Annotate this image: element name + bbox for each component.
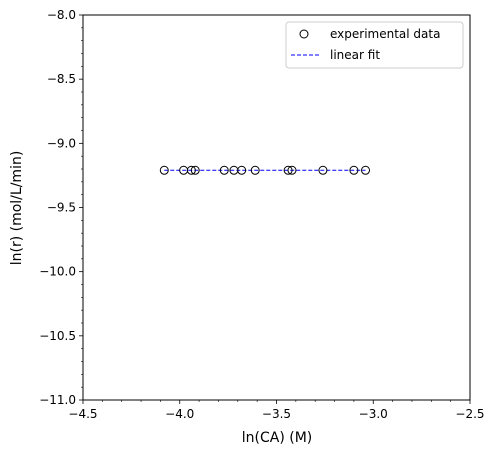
- data-point: [349, 165, 359, 175]
- y-tick-label: −8.5: [47, 72, 76, 86]
- legend: experimental data linear fit: [285, 21, 464, 69]
- y-tick-label: −10.0: [39, 265, 76, 279]
- y-axis: −11.0 −10.5 −10.0 −9.5 −9.0 −8.5 −8.0: [39, 8, 83, 407]
- y-tick-label: −10.5: [39, 329, 76, 343]
- x-tick-label: −3.5: [262, 407, 291, 421]
- data-point: [159, 165, 169, 175]
- data-point: [219, 165, 229, 175]
- x-tick-label: −4.0: [165, 407, 194, 421]
- x-tick-label: −3.0: [359, 407, 388, 421]
- y-axis-label: ln(r) (mol/L/min): [9, 151, 25, 266]
- data-point: [237, 165, 247, 175]
- x-tick-label: −2.5: [455, 407, 484, 421]
- legend-label: linear fit: [330, 48, 380, 62]
- y-tick-label: −8.0: [47, 8, 76, 22]
- legend-label: experimental data: [330, 27, 440, 41]
- data-point: [190, 165, 200, 175]
- data-point: [318, 165, 328, 175]
- x-axis-label: ln(CA) (M): [242, 430, 313, 446]
- data-point: [186, 165, 196, 175]
- y-tick-label: −11.0: [39, 393, 76, 407]
- data-point: [361, 165, 371, 175]
- x-tick-label: −4.5: [68, 407, 97, 421]
- data-point: [283, 165, 293, 175]
- y-tick-label: −9.5: [47, 201, 76, 215]
- legend-marker: [299, 29, 309, 39]
- data-point: [250, 165, 260, 175]
- data-point: [287, 165, 297, 175]
- x-axis: −4.5 −4.0 −3.5 −3.0 −2.5: [68, 400, 485, 421]
- legend-box: [285, 21, 464, 69]
- y-tick-label: −9.0: [47, 136, 76, 150]
